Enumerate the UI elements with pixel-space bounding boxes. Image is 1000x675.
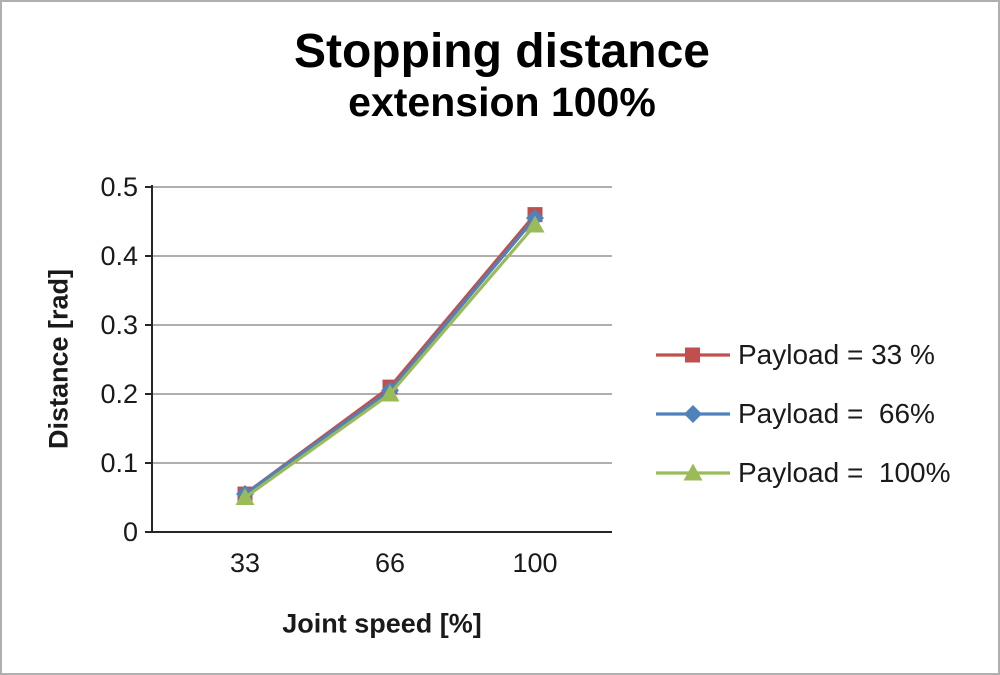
legend-entry-2: Payload = 100%	[654, 453, 951, 493]
legend-entry-0: Payload = 33 %	[654, 335, 951, 375]
legend: Payload = 33 % Payload = 66% Payload = 100…	[654, 335, 951, 493]
y-tick-label: 0.5	[100, 172, 138, 202]
chart-title: Stopping distance	[293, 25, 710, 78]
x-tick-label: 33	[230, 548, 260, 578]
diamond-icon	[684, 405, 702, 423]
series-line-1	[243, 216, 537, 496]
legend-marker-diamond-icon	[656, 405, 730, 423]
legend-label: Payload = 33 %	[738, 339, 935, 370]
marker-triangle	[525, 215, 545, 233]
legend-entry-1: Payload = 66%	[654, 394, 951, 434]
legend-marker-triangle-icon	[656, 463, 730, 481]
x-tick-label: 100	[512, 548, 557, 578]
marker-triangle	[380, 384, 400, 402]
title-block: Stopping distance extension 100%	[2, 25, 998, 126]
legend-label: Payload = 66%	[738, 398, 935, 429]
y-tick-label: 0.2	[100, 379, 138, 409]
y-axis-title: Distance [rad]	[43, 268, 74, 450]
y-tick-label: 0	[123, 517, 138, 547]
square-icon	[685, 347, 700, 363]
x-tick-label: 66	[375, 548, 405, 578]
legend-marker-square-icon	[656, 347, 730, 363]
y-tick-label: 0.3	[100, 310, 138, 340]
legend-label: Payload = 100%	[738, 457, 951, 488]
y-tick-label: 0.1	[100, 448, 138, 478]
triangle-icon	[683, 463, 703, 481]
marker-triangle	[235, 488, 255, 505]
chart-subtitle: extension 100%	[348, 78, 656, 125]
x-axis-title: Joint speed [%]	[282, 608, 482, 639]
y-tick-label: 0.4	[100, 241, 138, 271]
